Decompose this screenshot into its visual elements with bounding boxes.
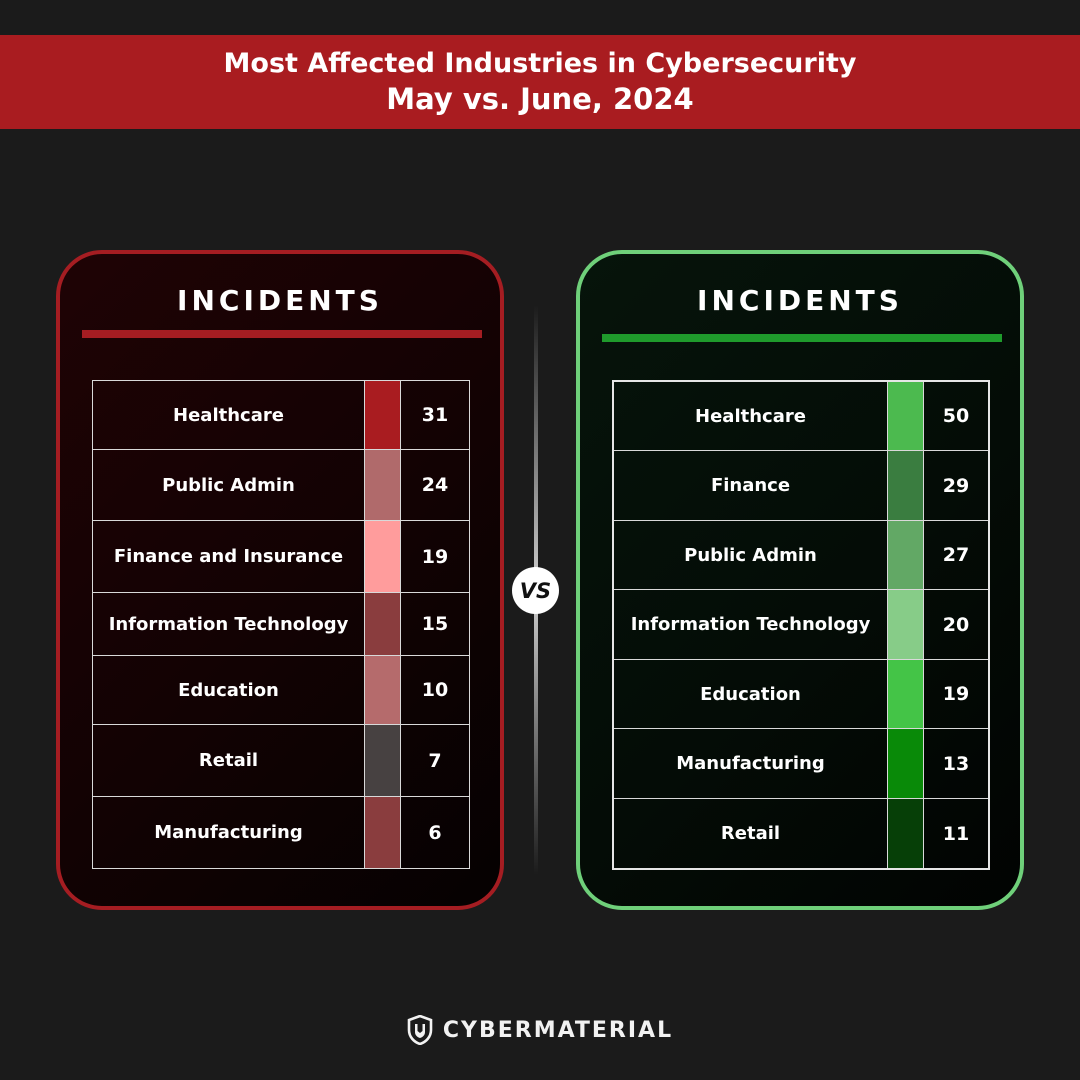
june-incident-count: 50: [942, 405, 970, 427]
shield-logo-icon: [407, 1015, 433, 1045]
june-color-swatch: [888, 799, 924, 868]
june-incident-count: 13: [942, 752, 970, 775]
june-color-swatch: [888, 382, 924, 450]
may-table-row: Healthcare 31: [92, 380, 470, 450]
june-color-swatch: [888, 521, 924, 589]
june-incidents-panel: INCIDENTS Healthcare 50 Finance 29 Public Ad…: [576, 250, 1024, 910]
june-category-label: Manufacturing: [614, 729, 888, 798]
june-incidents-table: Healthcare 50 Finance 29 Public Admin 27 Infor…: [612, 380, 990, 870]
june-color-swatch: [888, 660, 924, 728]
june-color-swatch: [888, 729, 924, 798]
june-incident-count: 20: [942, 613, 970, 636]
brand-footer: CYBERMATERIAL: [0, 1015, 1080, 1045]
may-color-swatch: [365, 381, 401, 449]
june-panel-heading: INCIDENTS: [697, 284, 903, 317]
may-color-swatch: [365, 593, 401, 655]
may-table-row: Retail 7: [92, 725, 470, 797]
june-table-row: Healthcare 50: [614, 382, 988, 451]
june-category-label: Information Technology: [614, 590, 888, 659]
june-category-label: Public Admin: [614, 521, 888, 589]
brand-name: CYBERMATERIAL: [442, 1017, 674, 1043]
may-color-swatch: [365, 656, 401, 724]
may-heading-rule: [82, 330, 482, 338]
may-color-swatch: [365, 521, 401, 592]
may-incident-count: 10: [421, 679, 449, 701]
june-category-label: Finance: [614, 451, 888, 520]
june-incident-count: 27: [942, 544, 970, 566]
june-category-label: Retail: [614, 799, 888, 868]
chart-subtitle: May vs. June, 2024: [386, 82, 694, 116]
may-color-swatch: [365, 797, 401, 868]
may-table-row: Finance and Insurance 19: [92, 521, 470, 593]
june-table-row: Manufacturing 13: [614, 729, 988, 799]
june-color-swatch: [888, 590, 924, 659]
may-table-row: Manufacturing 6: [92, 797, 470, 869]
june-incident-count: 19: [942, 683, 970, 705]
june-table-row: Education 19: [614, 660, 988, 729]
june-heading-rule: [602, 334, 1002, 342]
may-category-label: Healthcare: [93, 381, 365, 449]
june-table-row: Public Admin 27: [614, 521, 988, 590]
may-category-label: Public Admin: [93, 450, 365, 520]
june-color-swatch: [888, 451, 924, 520]
may-table-row: Public Admin 24: [92, 450, 470, 521]
june-table-row: Information Technology 20: [614, 590, 988, 660]
may-panel-heading: INCIDENTS: [177, 284, 383, 317]
may-color-swatch: [365, 725, 401, 796]
may-color-swatch: [365, 450, 401, 520]
may-incident-count: 6: [428, 821, 442, 844]
may-incident-count: 24: [421, 474, 449, 496]
may-category-label: Finance and Insurance: [93, 521, 365, 592]
may-category-label: Education: [93, 656, 365, 724]
title-banner: Most Affected Industries in Cybersecurit…: [0, 35, 1080, 129]
june-table-row: Finance 29: [614, 451, 988, 521]
june-category-label: Education: [614, 660, 888, 728]
may-category-label: Retail: [93, 725, 365, 796]
vs-badge: VS: [512, 567, 559, 614]
may-category-label: Manufacturing: [93, 797, 365, 868]
june-incident-count: 29: [942, 474, 970, 497]
may-table-row: Information Technology 15: [92, 593, 470, 656]
may-incidents-table: Healthcare 31 Public Admin 24 Finance and In…: [92, 380, 470, 869]
may-incident-count: 19: [421, 545, 449, 568]
june-incident-count: 11: [942, 822, 970, 845]
june-category-label: Healthcare: [614, 382, 888, 450]
chart-title: Most Affected Industries in Cybersecurit…: [223, 48, 857, 79]
may-table-row: Education 10: [92, 656, 470, 725]
may-incident-count: 31: [421, 404, 449, 426]
may-incidents-panel: INCIDENTS Healthcare 31 Public Admin 24 Fina…: [56, 250, 504, 910]
may-incident-count: 7: [428, 749, 442, 772]
may-incident-count: 15: [421, 613, 449, 635]
may-category-label: Information Technology: [93, 593, 365, 655]
june-table-row: Retail 11: [614, 799, 988, 868]
